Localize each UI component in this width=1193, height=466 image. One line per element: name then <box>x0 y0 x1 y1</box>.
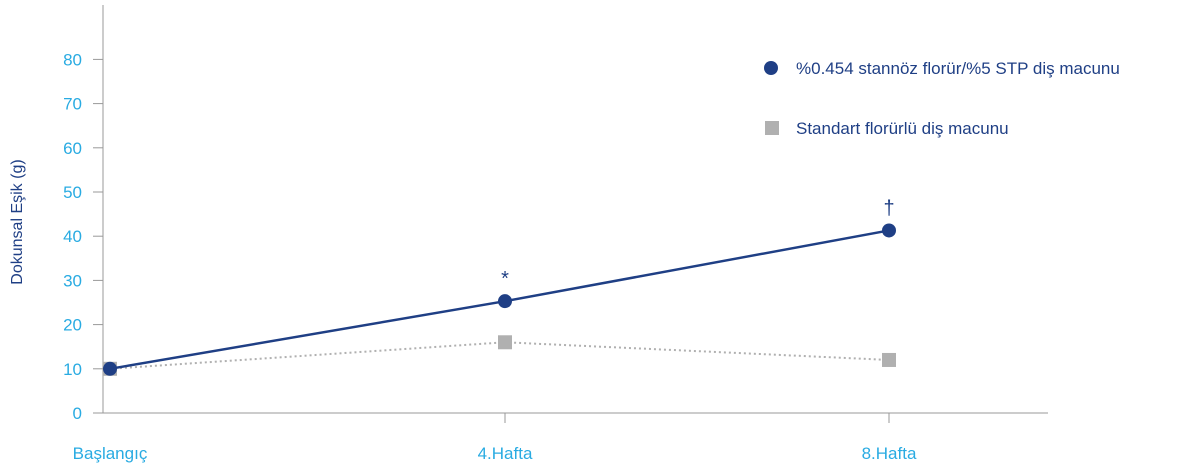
legend: %0.454 stannöz florür/%5 STP diş macunu S… <box>764 59 1120 138</box>
significance-marker: * <box>501 268 509 290</box>
x-axis-ticks: Başlangıç 4.Hafta 8.Hafta <box>73 413 917 463</box>
data-point <box>498 335 512 350</box>
series-standard <box>103 335 896 376</box>
series-layer: *† <box>103 197 896 376</box>
legend-item: Standart florürlü diş macunu <box>765 119 1009 138</box>
y-tick-label: 70 <box>63 95 82 114</box>
y-tick-label: 20 <box>63 316 82 335</box>
axes <box>102 5 1048 414</box>
legend-marker <box>765 121 779 135</box>
data-point <box>882 352 896 367</box>
y-tick-label: 80 <box>63 50 82 69</box>
data-point <box>103 361 117 376</box>
x-tick-label: 4.Hafta <box>478 444 533 463</box>
x-tick-label: 8.Hafta <box>862 444 917 463</box>
y-tick-label: 0 <box>73 404 82 423</box>
y-tick-label: 50 <box>63 183 82 202</box>
data-point <box>882 223 896 238</box>
y-tick-label: 60 <box>63 139 82 158</box>
y-axis-title: Dokunsal Eşik (g) <box>9 159 26 284</box>
legend-marker <box>764 61 778 75</box>
x-tick-label: Başlangıç <box>73 444 148 463</box>
y-tick-label: 40 <box>63 227 82 246</box>
legend-label: Standart florürlü diş macunu <box>796 119 1009 138</box>
data-point <box>498 294 512 309</box>
y-axis-ticks: 0 10 20 30 40 50 60 70 80 <box>63 50 103 423</box>
significance-marker: † <box>883 197 894 219</box>
legend-item: %0.454 stannöz florür/%5 STP diş macunu <box>764 59 1120 78</box>
y-tick-label: 10 <box>63 360 82 379</box>
legend-label: %0.454 stannöz florür/%5 STP diş macunu <box>796 59 1120 78</box>
series-stannous: *† <box>103 197 896 376</box>
y-tick-label: 30 <box>63 271 82 290</box>
